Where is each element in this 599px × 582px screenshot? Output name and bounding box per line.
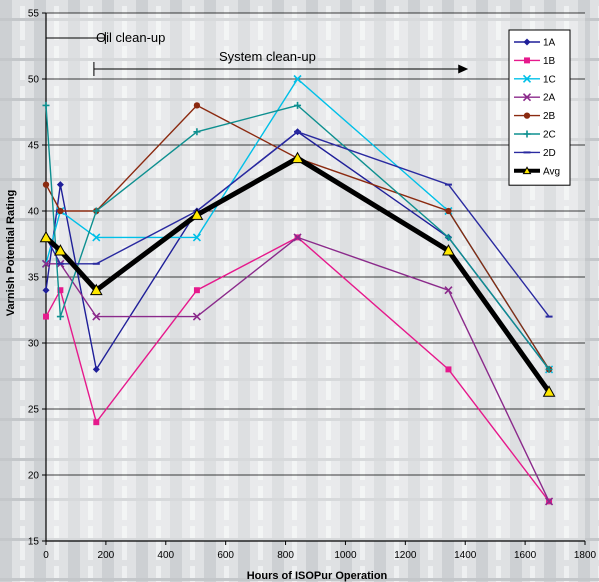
system-cleanup-label: System clean-up	[219, 49, 316, 64]
y-tick-label: 50	[28, 75, 40, 86]
y-tick-label: 40	[28, 207, 40, 218]
data-point-marker	[444, 233, 452, 241]
data-point-marker	[43, 313, 49, 320]
data-point-marker	[291, 151, 304, 164]
data-point-marker	[89, 283, 103, 296]
legend-label: 2D	[543, 148, 556, 159]
data-point-marker	[523, 38, 531, 46]
data-point-marker	[92, 207, 100, 215]
data-point-marker	[545, 497, 554, 506]
x-tick-label: 1200	[394, 550, 417, 561]
legend-item: 2C	[514, 130, 556, 141]
oil-cleanup-label: Oil clean-up	[96, 30, 165, 45]
legend-item: 1A	[514, 38, 556, 49]
data-point-marker	[523, 130, 531, 138]
data-point-marker	[39, 230, 53, 243]
data-point-marker	[92, 312, 101, 321]
legend-label: 1A	[543, 38, 556, 49]
data-point-marker	[545, 365, 553, 373]
legend-label: 2B	[543, 111, 556, 122]
y-tick-label: 25	[28, 405, 40, 416]
data-point-marker	[444, 286, 453, 295]
arrow-head-icon	[458, 64, 469, 74]
legend-item: 1C	[514, 74, 556, 85]
x-tick-label: 1400	[454, 550, 477, 561]
y-tick-label: 15	[28, 537, 40, 548]
data-point-marker	[542, 385, 556, 397]
data-point-marker	[92, 365, 100, 373]
y-tick-label: 35	[28, 273, 40, 284]
x-tick-label: 1800	[574, 550, 597, 561]
data-point-marker	[522, 166, 532, 175]
x-tick-label: 1000	[334, 550, 357, 561]
y-tick-label: 30	[28, 339, 40, 350]
data-point-marker	[92, 233, 101, 242]
x-tick-label: 600	[217, 550, 234, 561]
data-point-marker	[190, 208, 204, 220]
y-tick-label: 20	[28, 471, 40, 482]
data-point-marker	[522, 93, 532, 102]
x-tick-label: 200	[98, 550, 115, 561]
y-tick-label: 55	[28, 9, 40, 20]
data-point-marker	[56, 313, 64, 321]
series-2c	[42, 101, 553, 373]
data-point-marker	[57, 207, 64, 215]
data-point-marker	[54, 244, 67, 256]
data-point-marker	[192, 233, 201, 242]
data-point-marker	[193, 287, 200, 294]
data-point-marker	[524, 57, 530, 64]
x-axis-label: Hours of ISOPur Operation	[247, 570, 388, 582]
legend-label: 1C	[543, 74, 556, 85]
y-tick-label: 45	[28, 141, 40, 152]
data-point-marker	[445, 366, 452, 373]
data-point-marker	[42, 101, 50, 109]
x-tick-label: 1600	[514, 550, 537, 561]
legend-label: 2A	[543, 93, 556, 104]
data-point-marker	[193, 102, 201, 109]
data-point-marker	[523, 112, 531, 119]
data-point-marker	[522, 74, 532, 83]
legend-box	[508, 29, 571, 186]
data-point-marker	[445, 207, 452, 215]
data-point-marker	[193, 128, 201, 136]
legend-label: 1B	[543, 56, 556, 67]
legend-item: 2A	[514, 93, 556, 104]
legend-item: 2D	[514, 148, 556, 159]
legend-item: Avg	[514, 166, 560, 177]
legend-item: 1B	[514, 56, 556, 67]
x-tick-label: 800	[277, 550, 294, 561]
data-point-marker	[442, 244, 455, 256]
data-point-marker	[293, 233, 302, 242]
data-point-marker	[293, 74, 302, 84]
legend-item: 2B	[514, 111, 556, 122]
data-point-marker	[93, 419, 100, 426]
data-point-marker	[294, 101, 302, 109]
legend-label: 2C	[543, 130, 556, 141]
data-point-marker	[42, 181, 50, 188]
data-point-marker	[41, 259, 51, 268]
y-axis-label: Varnish Potential Rating	[5, 190, 17, 317]
series-avg	[39, 151, 556, 397]
data-point-marker	[56, 181, 64, 189]
x-tick-label: 0	[43, 550, 49, 561]
legend-label: Avg	[543, 166, 560, 177]
x-tick-label: 400	[157, 550, 174, 561]
data-point-marker	[192, 312, 201, 321]
data-point-marker	[57, 287, 64, 294]
data-point-marker	[42, 286, 50, 294]
